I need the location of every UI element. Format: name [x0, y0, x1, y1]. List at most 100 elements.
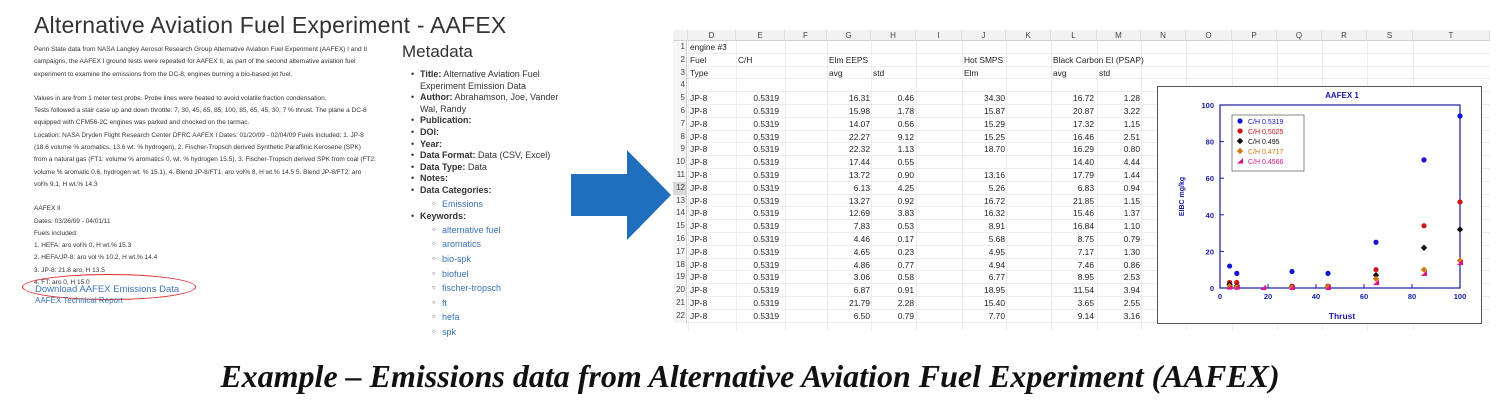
sheet-cell[interactable]: 3.16: [1123, 310, 1140, 321]
row-number[interactable]: 16: [673, 232, 687, 246]
sheet-cell[interactable]: 7.83: [853, 221, 870, 232]
keyword-link[interactable]: aromatics: [402, 237, 577, 252]
sheet-cell[interactable]: 21.85: [1073, 195, 1094, 206]
sheet-cell[interactable]: 0.5319: [753, 285, 779, 296]
row-number[interactable]: 12: [673, 181, 687, 195]
sheet-cell[interactable]: 15.25: [984, 131, 1005, 142]
sheet-cell[interactable]: JP-8: [690, 285, 708, 296]
row-number[interactable]: 7: [673, 117, 687, 131]
sheet-cell[interactable]: std: [873, 67, 885, 78]
sheet-cell[interactable]: 1.37: [1123, 208, 1140, 219]
sheet-cell[interactable]: 4.94: [988, 259, 1005, 270]
column-header[interactable]: P: [1232, 30, 1277, 41]
sheet-cell[interactable]: 0.55: [897, 157, 914, 168]
sheet-cell[interactable]: 0.5319: [753, 246, 779, 257]
sheet-cell[interactable]: 4.65: [853, 246, 870, 257]
sheet-cell[interactable]: 3.65: [1077, 297, 1094, 308]
sheet-cell[interactable]: 13.27: [849, 195, 870, 206]
sheet-cell[interactable]: 0.5319: [753, 208, 779, 219]
keyword-link[interactable]: hefa: [402, 310, 577, 325]
sheet-cell[interactable]: 12.69: [849, 208, 870, 219]
sheet-cell[interactable]: 17.79: [1073, 169, 1094, 180]
sheet-cell[interactable]: JP-8: [690, 221, 708, 232]
sheet-cell[interactable]: 6.87: [853, 285, 870, 296]
keyword-link[interactable]: Emissions: [402, 197, 577, 212]
row-number[interactable]: 10: [673, 156, 687, 169]
keyword-link[interactable]: fischer-tropsch: [402, 281, 577, 296]
sheet-cell[interactable]: 8.91: [988, 221, 1005, 232]
column-header[interactable]: S: [1367, 30, 1413, 41]
sheet-cell[interactable]: JP-8: [690, 259, 708, 270]
sheet-cell[interactable]: JP-8: [690, 93, 708, 104]
sheet-cell[interactable]: 6.50: [853, 310, 870, 321]
sheet-cell[interactable]: 4.44: [1123, 157, 1140, 168]
sheet-cell[interactable]: 0.5319: [753, 195, 779, 206]
column-header[interactable]: E: [736, 30, 785, 41]
column-header[interactable]: I: [916, 30, 962, 41]
sheet-cell[interactable]: 9.14: [1077, 310, 1094, 321]
row-number[interactable]: 22: [673, 309, 687, 323]
sheet-cell[interactable]: JP-8: [690, 195, 708, 206]
row-number[interactable]: 3: [673, 66, 687, 80]
sheet-cell[interactable]: 16.29: [1073, 144, 1094, 155]
column-header[interactable]: N: [1141, 30, 1186, 41]
sheet-cell[interactable]: JP-8: [690, 297, 708, 308]
sheet-cell[interactable]: 0.53: [897, 221, 914, 232]
sheet-cell[interactable]: 0.5319: [753, 259, 779, 270]
sheet-cell[interactable]: 2.53: [1123, 272, 1140, 283]
column-header[interactable]: H: [871, 30, 916, 41]
sheet-cell[interactable]: 13.72: [849, 169, 870, 180]
row-number[interactable]: 13: [673, 194, 687, 208]
row-number[interactable]: 2: [673, 53, 687, 67]
sheet-cell[interactable]: 3.94: [1123, 285, 1140, 296]
sheet-cell[interactable]: 6.77: [988, 272, 1005, 283]
keyword-link[interactable]: biofuel: [402, 267, 577, 282]
sheet-cell[interactable]: 0.5319: [753, 297, 779, 308]
sheet-cell[interactable]: 3.83: [897, 208, 914, 219]
sheet-cell[interactable]: 14.40: [1073, 157, 1094, 168]
sheet-cell[interactable]: 8.75: [1077, 233, 1094, 244]
sheet-cell[interactable]: 16.31: [849, 93, 870, 104]
sheet-cell[interactable]: 4.95: [988, 246, 1005, 257]
sheet-cell[interactable]: 0.5319: [753, 221, 779, 232]
column-header[interactable]: L: [1051, 30, 1097, 41]
sheet-cell[interactable]: 22.27: [849, 131, 870, 142]
sheet-cell[interactable]: 7.17: [1077, 246, 1094, 257]
sheet-cell[interactable]: 4.25: [897, 182, 914, 193]
sheet-cell[interactable]: avg: [829, 67, 843, 78]
sheet-cell[interactable]: 16.72: [1073, 93, 1094, 104]
sheet-cell[interactable]: 22.32: [849, 144, 870, 155]
sheet-cell[interactable]: 2.55: [1123, 297, 1140, 308]
sheet-cell[interactable]: 2.51: [1123, 131, 1140, 142]
sheet-cell[interactable]: Black Carbon EI (PSAP): [1053, 54, 1144, 65]
sheet-cell[interactable]: 6.13: [853, 182, 870, 193]
sheet-cell[interactable]: JP-8: [690, 208, 708, 219]
sheet-cell[interactable]: 6.83: [1077, 182, 1094, 193]
sheet-cell[interactable]: 0.5319: [753, 118, 779, 129]
sheet-cell[interactable]: 15.87: [984, 105, 1005, 116]
sheet-cell[interactable]: 18.70: [984, 144, 1005, 155]
row-number[interactable]: 18: [673, 258, 687, 272]
sheet-cell[interactable]: 0.23: [897, 246, 914, 257]
sheet-cell[interactable]: avg: [1053, 67, 1067, 78]
sheet-cell[interactable]: 15.46: [1073, 208, 1094, 219]
sheet-cell[interactable]: 15.98: [849, 105, 870, 116]
sheet-cell[interactable]: 3.22: [1123, 105, 1140, 116]
row-number[interactable]: 14: [673, 207, 687, 221]
sheet-cell[interactable]: 14.07: [849, 118, 870, 129]
download-data-link[interactable]: Download AAFEX Emissions Data: [35, 284, 180, 295]
column-header[interactable]: K: [1006, 30, 1051, 41]
sheet-cell[interactable]: 1.10: [1123, 221, 1140, 232]
corner-cell[interactable]: [673, 30, 688, 41]
sheet-cell[interactable]: Elm: [964, 67, 979, 78]
sheet-cell[interactable]: JP-8: [690, 118, 708, 129]
column-header[interactable]: F: [785, 30, 827, 41]
sheet-cell[interactable]: 7.70: [988, 310, 1005, 321]
sheet-cell[interactable]: 13.16: [984, 169, 1005, 180]
sheet-cell[interactable]: 8.95: [1077, 272, 1094, 283]
embedded-chart[interactable]: AAFEX 1 0 20 40 60 80 100 0 20 40 60 80 100 Thrust EIB…: [1157, 86, 1482, 324]
sheet-cell[interactable]: 21.79: [849, 297, 870, 308]
sheet-cell[interactable]: JP-8: [690, 131, 708, 142]
sheet-cell[interactable]: 0.5319: [753, 169, 779, 180]
sheet-cell[interactable]: 5.68: [988, 233, 1005, 244]
